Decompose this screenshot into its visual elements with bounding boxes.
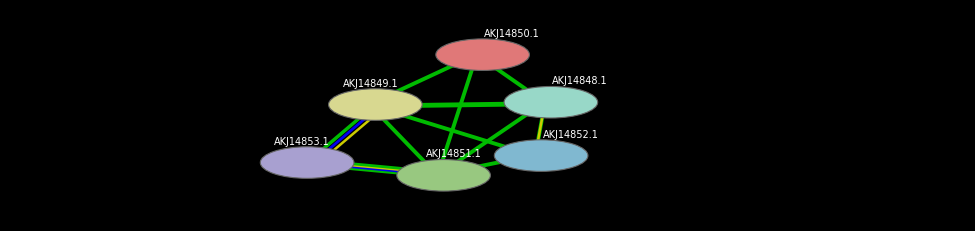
Ellipse shape bbox=[494, 140, 588, 172]
Text: AKJ14848.1: AKJ14848.1 bbox=[552, 76, 608, 86]
Text: AKJ14851.1: AKJ14851.1 bbox=[425, 149, 482, 159]
Ellipse shape bbox=[504, 87, 598, 119]
Ellipse shape bbox=[329, 89, 422, 121]
Text: AKJ14853.1: AKJ14853.1 bbox=[274, 136, 331, 146]
Ellipse shape bbox=[436, 40, 529, 71]
Ellipse shape bbox=[397, 160, 490, 191]
Ellipse shape bbox=[260, 147, 354, 179]
Text: AKJ14850.1: AKJ14850.1 bbox=[484, 29, 540, 39]
Text: AKJ14849.1: AKJ14849.1 bbox=[342, 78, 399, 88]
Text: AKJ14852.1: AKJ14852.1 bbox=[542, 129, 599, 139]
